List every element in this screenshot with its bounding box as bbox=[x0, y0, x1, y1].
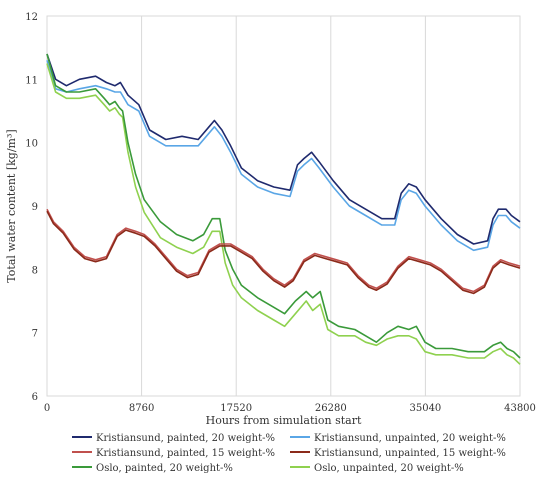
x-tick-label: 43800 bbox=[504, 403, 536, 414]
series-line-5 bbox=[46, 63, 521, 365]
legend: Kristiansund, painted, 20 weight-% Kristi… bbox=[72, 433, 506, 474]
plot-area bbox=[46, 15, 521, 397]
x-tick-label: 8760 bbox=[129, 403, 154, 414]
series-line-1 bbox=[46, 60, 521, 252]
series-line-3 bbox=[46, 210, 521, 295]
x-tick-label: 0 bbox=[44, 403, 50, 414]
legend-label: Kristiansund, painted, 15 weight-% bbox=[96, 448, 275, 459]
x-tick-label: 26280 bbox=[315, 403, 347, 414]
axes bbox=[46, 15, 521, 397]
y-tick-label: 6 bbox=[32, 392, 38, 403]
legend-label: Kristiansund, painted, 20 weight-% bbox=[96, 433, 275, 444]
tick-labels: 0 8760 17520 26280 35040 43800 6 7 8 9 10 11 12 bbox=[25, 12, 536, 414]
y-tick-label: 10 bbox=[25, 139, 38, 150]
legend-label: Oslo, unpainted, 20 weight-% bbox=[314, 463, 464, 474]
x-tick-label: 17520 bbox=[220, 403, 252, 414]
y-tick-label: 8 bbox=[32, 265, 38, 276]
x-axis-title: Hours from simulation start bbox=[206, 414, 362, 427]
y-axis-title: Total water content [kg/m³] bbox=[5, 129, 18, 282]
legend-label: Kristiansund, unpainted, 20 weight-% bbox=[314, 433, 506, 444]
legend-label: Oslo, painted, 20 weight-% bbox=[96, 463, 233, 474]
series-line-2 bbox=[46, 208, 521, 293]
x-tick-label: 35040 bbox=[409, 403, 441, 414]
y-tick-label: 12 bbox=[25, 12, 38, 23]
series-line-4 bbox=[46, 53, 521, 359]
legend-label: Kristiansund, unpainted, 15 weight-% bbox=[314, 448, 506, 459]
y-tick-label: 7 bbox=[32, 329, 38, 340]
y-tick-label: 9 bbox=[32, 202, 38, 213]
series-line-0 bbox=[46, 53, 521, 245]
grid-lines bbox=[46, 16, 521, 396]
series-layer bbox=[46, 53, 521, 365]
y-tick-label: 11 bbox=[25, 75, 38, 86]
